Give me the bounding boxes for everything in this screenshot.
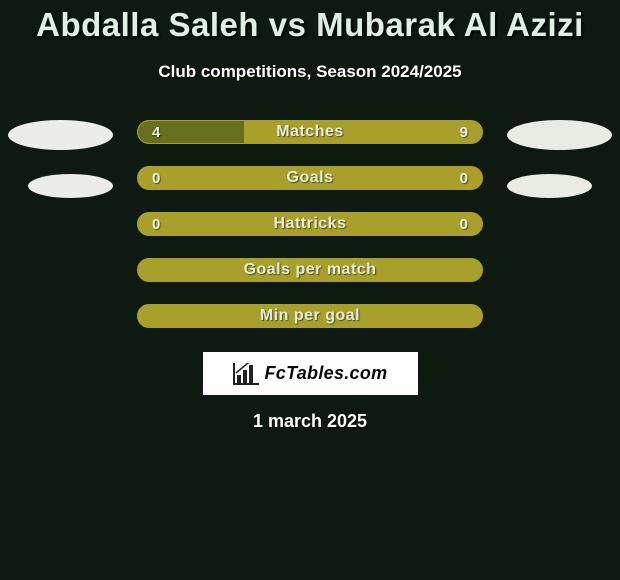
left-player-badge-2	[28, 174, 113, 198]
stat-label: Matches	[138, 121, 482, 143]
comparison-card: Abdalla Saleh vs Mubarak Al Azizi Club c…	[0, 0, 620, 580]
stat-row-hattricks: 0 Hattricks 0	[137, 212, 483, 236]
stat-bars: 4 Matches 9 0 Goals 0 0 Hattricks 0 Goal…	[137, 120, 483, 350]
subtitle: Club competitions, Season 2024/2025	[0, 62, 620, 82]
date-text: 1 march 2025	[0, 411, 620, 432]
stat-value-right: 0	[460, 167, 468, 189]
left-player-badge-1	[8, 120, 113, 150]
stat-value-right: 0	[460, 213, 468, 235]
stat-row-min-per-goal: Min per goal	[137, 304, 483, 328]
bar-chart-icon	[233, 363, 259, 385]
stat-label: Goals	[138, 167, 482, 189]
brand-badge: FcTables.com	[203, 352, 418, 395]
stat-label: Goals per match	[138, 259, 482, 281]
stat-row-goals-per-match: Goals per match	[137, 258, 483, 282]
brand-text: FcTables.com	[265, 363, 388, 384]
stat-row-matches: 4 Matches 9	[137, 120, 483, 144]
stat-value-right: 9	[460, 121, 468, 143]
right-player-badge-1	[507, 120, 612, 150]
page-title: Abdalla Saleh vs Mubarak Al Azizi	[0, 6, 620, 44]
stat-row-goals: 0 Goals 0	[137, 166, 483, 190]
right-player-badge-2	[507, 174, 592, 198]
stat-label: Hattricks	[138, 213, 482, 235]
stat-label: Min per goal	[138, 305, 482, 327]
chart-area: 4 Matches 9 0 Goals 0 0 Hattricks 0 Goal…	[0, 120, 620, 350]
